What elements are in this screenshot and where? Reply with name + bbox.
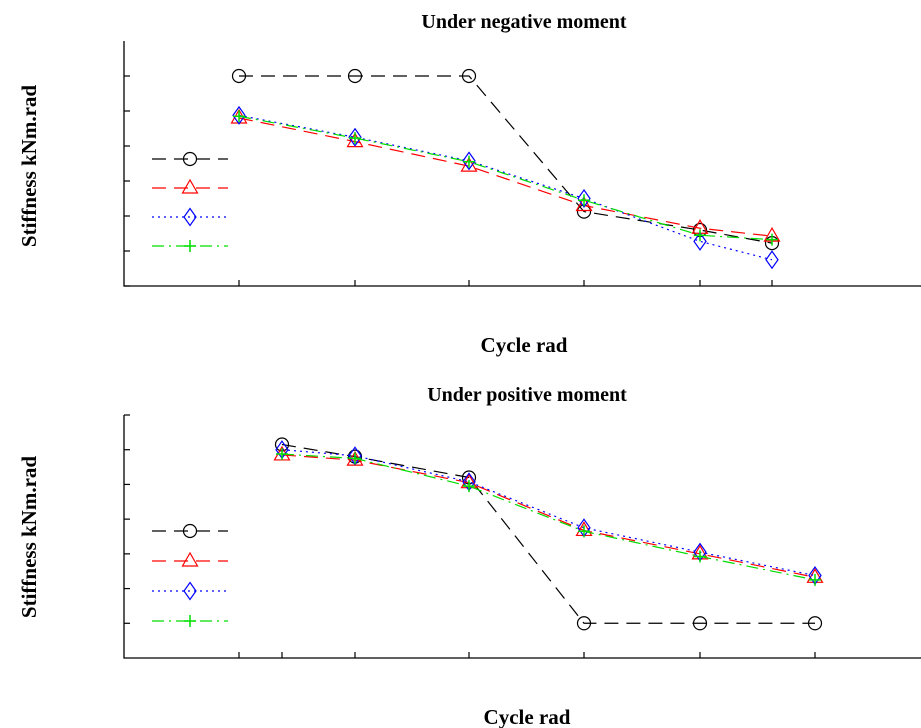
series-solid-specimen [274,437,823,631]
data-point [462,151,476,171]
data-point [575,196,593,212]
legend-marker [184,240,196,252]
series-rws-h [233,110,778,246]
legend-marker [182,523,198,539]
legend-marker [184,615,196,627]
data-point [232,105,246,125]
data-point [276,448,288,461]
legend-entry [152,151,228,167]
data-point [692,616,708,631]
data-point [578,194,590,207]
series-solid-specimen [231,68,780,251]
legend-marker [181,551,199,567]
series-line [281,454,816,578]
series-rws-l-retrofit [273,445,824,583]
data-point [576,616,592,631]
legend-entry [152,240,228,252]
data-point [807,616,823,631]
legend-entry [152,178,228,194]
series-line [281,449,816,577]
data-point [349,452,361,465]
chart-title-negative: Under negative moment [421,11,626,33]
series-line [239,75,773,244]
data-point [694,550,706,563]
data-point [231,68,247,84]
series-rws-l-retrofit [230,108,781,242]
data-point [463,155,475,168]
data-point [348,127,362,147]
data-point [463,480,475,493]
legend-entry [152,207,228,227]
data-point [765,250,779,270]
data-point [693,231,707,251]
data-point [461,68,477,84]
x-axis-label-positive: Cycle rad [484,705,571,728]
data-point [766,233,778,246]
data-point [347,68,363,84]
series-line [281,443,815,624]
series-line [238,114,773,261]
legend-marker [183,581,197,601]
data-point [578,525,590,538]
data-point [694,229,706,242]
y-axis-label-negative: Stiffness kNm.rad [17,85,41,247]
series-rws-l [232,105,779,270]
legend-marker [183,207,197,227]
series-line [238,115,773,241]
negative-moment-panel: Under negative moment Cycle rad Stiffnes… [17,11,921,357]
data-point [349,132,361,145]
axes-frame [123,41,921,287]
legend-marker [182,151,198,167]
axes-frame [123,415,921,659]
data-point [809,573,821,586]
positive-moment-panel: Under positive moment Cycle rad Stiffnes… [17,384,921,728]
y-axis-label-positive: Stiffness kNm.rad [17,456,41,618]
data-point [233,110,245,123]
legend-entry [152,581,228,601]
legend-entry [152,551,228,567]
legend-marker [181,178,199,194]
data-point [577,188,591,209]
series-line [238,117,773,237]
legend-entry [152,615,228,627]
x-axis-label-negative: Cycle rad [481,333,568,357]
chart-title-positive: Under positive moment [427,384,627,406]
legend-entry [152,523,228,539]
series-rws-h [276,448,821,586]
